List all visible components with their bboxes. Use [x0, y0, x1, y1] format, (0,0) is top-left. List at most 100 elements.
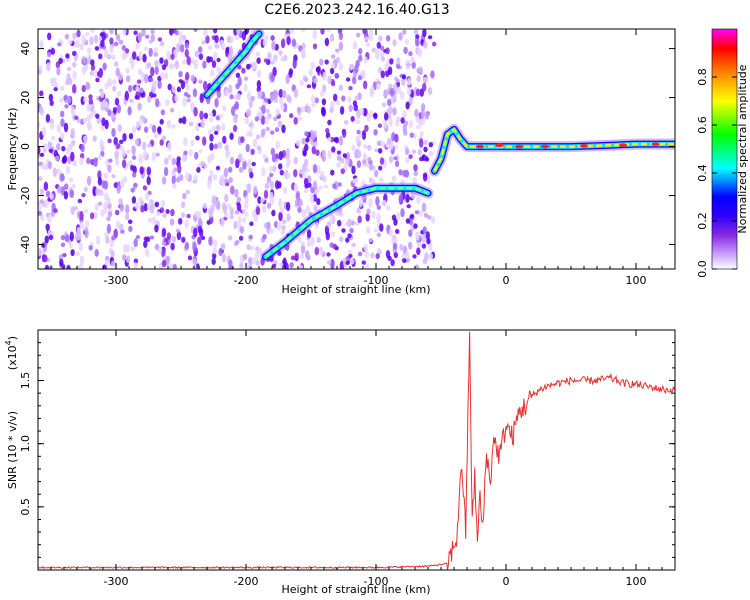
noise-cell: [199, 93, 204, 104]
noise-cell: [337, 219, 342, 227]
noise-cell: [300, 48, 306, 58]
noise-cell: [239, 262, 244, 269]
spectrogram-x-axis: -300 -200 -100 0 100: [50, 29, 676, 287]
noise-cell: [389, 58, 394, 65]
noise-cell: [405, 101, 410, 110]
noise-cell: [220, 217, 225, 228]
noise-cell: [224, 89, 229, 97]
noise-cell: [56, 123, 62, 134]
noise-cell: [337, 182, 342, 187]
noise-cell: [321, 98, 327, 106]
noise-cell: [246, 131, 251, 137]
noise-cell: [338, 62, 344, 71]
noise-cell: [193, 29, 198, 32]
noise-cell: [422, 226, 427, 235]
noise-cell: [277, 181, 282, 189]
noise-cell: [393, 252, 398, 259]
noise-cell: [348, 86, 353, 91]
noise-cell: [227, 235, 233, 241]
noise-cell: [352, 76, 357, 85]
tone-peak-mark: [580, 144, 588, 148]
x-tick-label: 0: [503, 575, 510, 588]
noise-cell: [49, 100, 54, 106]
noise-cell: [264, 116, 269, 125]
noise-cell: [336, 150, 342, 155]
x-tick-label: -300: [104, 575, 129, 588]
noise-cell: [247, 159, 252, 169]
noise-cell: [357, 215, 362, 224]
noise-cell: [320, 106, 326, 116]
noise-cell: [282, 186, 288, 194]
noise-cell: [70, 151, 75, 162]
noise-cell: [382, 118, 388, 129]
noise-cell: [181, 236, 186, 243]
noise-cell: [89, 36, 94, 46]
noise-cell: [374, 49, 379, 55]
noise-cell: [96, 117, 102, 124]
noise-cell: [88, 245, 93, 251]
snr-series-line: [38, 331, 675, 570]
noise-cell: [316, 198, 321, 206]
noise-cell: [234, 101, 239, 110]
noise-cell: [272, 165, 277, 172]
noise-cell: [101, 117, 106, 127]
noise-cell: [237, 64, 242, 70]
noise-cell: [226, 35, 232, 43]
noise-cell: [163, 166, 169, 177]
noise-cell: [171, 157, 176, 166]
noise-cell: [192, 88, 198, 98]
noise-cell: [322, 71, 327, 81]
noise-cell: [53, 87, 58, 92]
noise-cell: [119, 139, 124, 144]
noise-cell: [168, 263, 173, 269]
noise-cell: [47, 214, 52, 224]
noise-cell: [298, 169, 303, 175]
noise-cell: [202, 202, 208, 209]
noise-cell: [213, 197, 218, 207]
noise-cell: [169, 29, 174, 36]
noise-cell: [430, 70, 435, 79]
noise-cell: [205, 35, 210, 44]
noise-cell: [107, 164, 112, 173]
noise-cell: [302, 150, 307, 157]
noise-cell: [224, 178, 229, 184]
noise-cell: [248, 122, 253, 128]
noise-cell: [106, 223, 112, 234]
noise-cell: [79, 255, 85, 266]
noise-cell: [178, 79, 183, 84]
noise-cell: [100, 39, 105, 48]
noise-cell: [236, 196, 241, 203]
noise-cell: [63, 190, 69, 200]
noise-cell: [394, 160, 400, 168]
noise-cell: [176, 231, 182, 241]
noise-cell: [43, 181, 49, 191]
noise-cell: [182, 97, 187, 107]
noise-cell: [62, 253, 67, 258]
noise-cell: [131, 145, 136, 156]
noise-cell: [38, 176, 43, 181]
noise-cell: [214, 98, 219, 108]
noise-cell: [64, 104, 69, 109]
noise-cell: [300, 106, 306, 113]
noise-cell: [415, 40, 420, 47]
y-tick-label: -20: [19, 187, 32, 205]
noise-cell: [366, 208, 371, 215]
y-tick-label: 1.0: [19, 435, 32, 453]
noise-cell: [399, 244, 404, 251]
noise-cell: [193, 227, 198, 238]
noise-cell: [281, 228, 286, 235]
noise-cell: [176, 86, 182, 93]
noise-cell: [423, 139, 429, 145]
noise-cell: [412, 254, 417, 259]
noise-cell: [112, 85, 117, 92]
noise-cell: [48, 93, 54, 102]
noise-cell: [227, 53, 232, 63]
noise-cell: [367, 157, 372, 163]
noise-cell: [183, 91, 189, 97]
noise-cell: [258, 90, 263, 97]
noise-cell: [102, 62, 107, 71]
noise-cell: [161, 241, 167, 246]
noise-cell: [143, 240, 148, 248]
noise-cell: [100, 101, 105, 111]
noise-cell: [363, 108, 368, 117]
